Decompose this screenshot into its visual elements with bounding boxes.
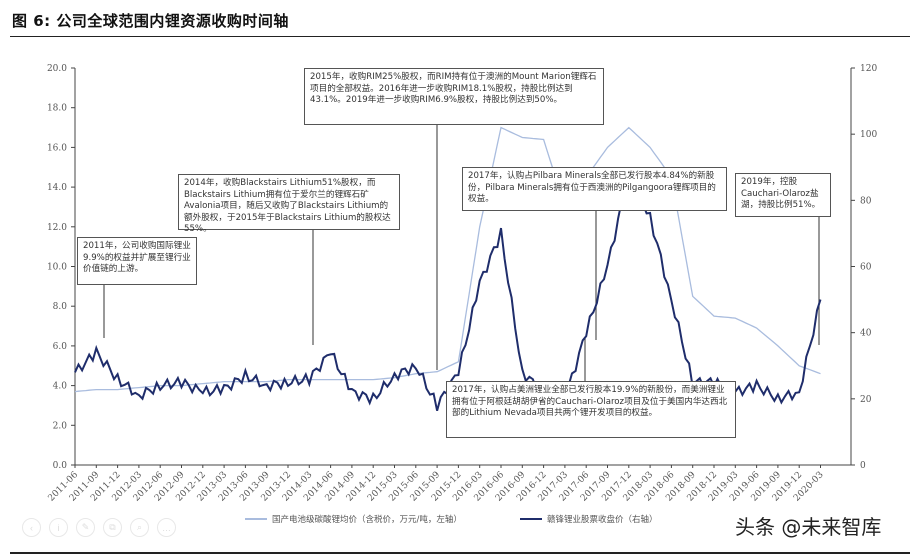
svg-text:60: 60 — [860, 263, 872, 273]
legend-swatch — [245, 518, 267, 520]
legend-item-stock-price: 赣锋锂业股票收盘价（右轴） — [520, 513, 658, 525]
svg-text:120: 120 — [860, 64, 877, 74]
annotation-2015: 2015年，收购RIM25%股权，而RIM持有位于澳洲的Mount Marion… — [304, 68, 604, 125]
annotation-pointers — [103, 125, 820, 381]
annotation-2017-pilbara: 2017年，认购占Pilbara Minerals全部已发行股本4.84%的新股… — [462, 167, 727, 211]
svg-text:6.0: 6.0 — [53, 342, 68, 352]
legend-swatch — [520, 518, 542, 520]
svg-text:100: 100 — [860, 130, 877, 140]
annotation-2014: 2014年，收购Blackstairs Lithium51%股权，而Blacks… — [178, 174, 400, 234]
annotation-2011: 2011年，公司收购国际锂业9.9%的权益并扩展至锂行业价值链的上游。 — [77, 237, 197, 285]
svg-text:8.0: 8.0 — [53, 302, 68, 312]
figure-title-bar: 图 6: 公司全球范围内锂资源收购时间轴 — [10, 6, 910, 37]
crop-icon[interactable]: ⧉ — [103, 518, 122, 537]
legend-label: 国产电池级碳酸锂均价（含税价，万元/吨，左轴） — [272, 515, 462, 525]
search-icon[interactable]: ⌕ — [130, 518, 149, 537]
svg-text:0: 0 — [860, 461, 866, 471]
edit-icon[interactable]: ✎ — [76, 518, 95, 537]
svg-text:16.0: 16.0 — [47, 143, 67, 153]
svg-text:0.0: 0.0 — [53, 461, 68, 471]
svg-text:14.0: 14.0 — [47, 183, 67, 193]
svg-text:12.0: 12.0 — [47, 223, 67, 233]
more-icon[interactable]: … — [157, 518, 176, 537]
image-toolbar: ‹ i ✎ ⧉ ⌕ … — [22, 518, 176, 537]
svg-text:20: 20 — [860, 395, 872, 405]
svg-text:80: 80 — [860, 196, 872, 206]
svg-text:20.0: 20.0 — [47, 64, 67, 74]
annotation-2019: 2019年，控股Cauchari-Olaroz盐湖，持股比例51%。 — [735, 173, 831, 217]
lithium-carbonate-price-line — [74, 126, 821, 393]
bottom-rule — [10, 552, 910, 554]
svg-text:4.0: 4.0 — [53, 382, 68, 392]
svg-text:10.0: 10.0 — [47, 263, 67, 273]
legend-label: 赣锋锂业股票收盘价（右轴） — [547, 515, 658, 525]
svg-text:40: 40 — [860, 329, 872, 339]
back-icon[interactable]: ‹ — [22, 518, 41, 537]
svg-text:2.0: 2.0 — [53, 421, 68, 431]
legend-item-lithium-price: 国产电池级碳酸锂均价（含税价，万元/吨，左轴） — [245, 513, 462, 525]
watermark: 头条 @未来智库 — [735, 515, 882, 539]
annotation-2017-lithium-americas: 2017年，认购占美洲锂业全部已发行股本19.9%的新股份，而美洲锂业拥有位于阿… — [446, 381, 736, 438]
figure-title: 图 6: 公司全球范围内锂资源收购时间轴 — [12, 12, 289, 30]
info-icon[interactable]: i — [49, 518, 68, 537]
svg-text:18.0: 18.0 — [47, 104, 67, 114]
